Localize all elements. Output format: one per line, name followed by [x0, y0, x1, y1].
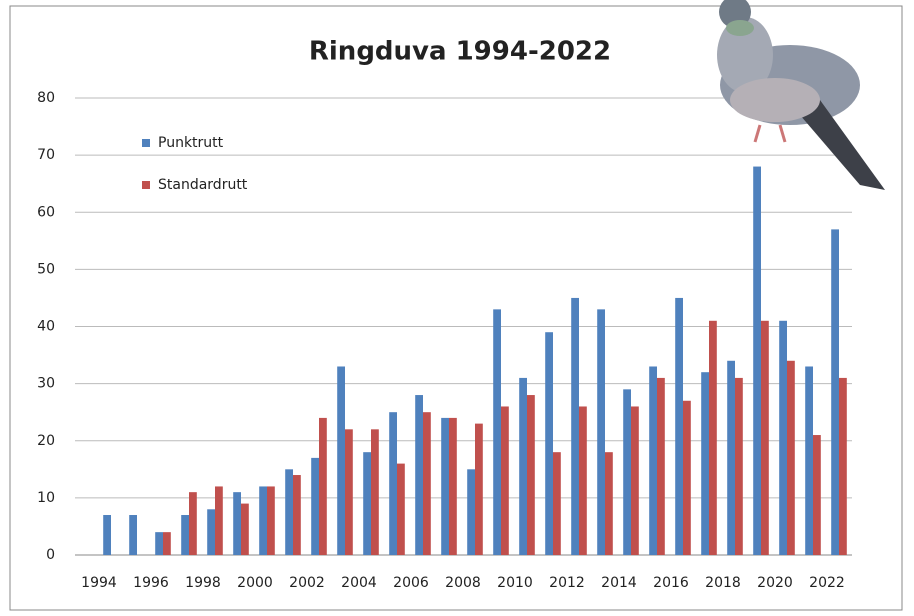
bar: [597, 309, 605, 555]
bar: [571, 297, 579, 555]
x-tick-label: 2012: [549, 575, 585, 591]
bar: [605, 452, 613, 555]
legend-swatch: [142, 181, 150, 189]
bar: [709, 320, 717, 555]
bar: [779, 320, 787, 555]
chart-title: Ringduva 1994-2022: [309, 37, 611, 67]
bar: [285, 469, 293, 555]
bar: [519, 377, 527, 555]
bar: [701, 372, 709, 555]
x-tick-label: 2010: [497, 575, 533, 591]
bar: [181, 515, 189, 555]
x-tick-label: 2018: [705, 575, 741, 591]
legend-label: Punktrutt: [158, 135, 224, 151]
bar: [623, 389, 631, 555]
bar: [813, 435, 821, 555]
x-tick-label: 1996: [133, 575, 169, 591]
bar: [475, 423, 483, 555]
pigeon-photo: [717, 0, 885, 190]
bar: [831, 229, 839, 555]
bar: [163, 532, 171, 555]
legend-swatch: [142, 139, 150, 147]
bar: [449, 417, 457, 555]
legend-label: Standardrutt: [158, 177, 248, 193]
x-tick-label: 2008: [445, 575, 481, 591]
bar: [415, 395, 423, 555]
x-tick-label: 2014: [601, 575, 637, 591]
y-tick-label: 50: [37, 261, 55, 277]
y-tick-label: 10: [37, 490, 55, 506]
bar: [207, 509, 215, 555]
bar: [675, 297, 683, 555]
bar: [389, 412, 397, 555]
bar: [805, 366, 813, 555]
y-tick-label: 60: [37, 204, 55, 220]
bar: [761, 320, 769, 555]
bar: [155, 532, 163, 555]
y-tick-label: 0: [46, 547, 55, 563]
bar: [103, 515, 111, 555]
bar: [233, 492, 241, 555]
x-tick-label: 2006: [393, 575, 429, 591]
x-tick-label: 2002: [289, 575, 325, 591]
bar: [189, 492, 197, 555]
y-tick-label: 80: [37, 90, 55, 106]
bar: [727, 360, 735, 555]
bar: [259, 486, 267, 555]
x-tick-label: 1994: [81, 575, 117, 591]
bar: [527, 395, 535, 555]
bar: [267, 486, 275, 555]
bar: [337, 366, 345, 555]
bar: [545, 332, 553, 555]
bar: [501, 406, 509, 555]
bar: [241, 503, 249, 555]
bar: [579, 406, 587, 555]
y-tick-label: 20: [37, 433, 55, 449]
x-tick-label: 1998: [185, 575, 221, 591]
bar: [493, 309, 501, 555]
bar: [129, 515, 137, 555]
bar: [649, 366, 657, 555]
bar: [215, 486, 223, 555]
bar: [735, 377, 743, 555]
bar: [631, 406, 639, 555]
bar: [787, 360, 795, 555]
y-tick-label: 30: [37, 376, 55, 392]
bar: [657, 377, 665, 555]
bar: [371, 429, 379, 555]
y-tick-label: 70: [37, 147, 55, 163]
bar: [683, 400, 691, 555]
bar: [467, 469, 475, 555]
bar: [311, 457, 319, 555]
bar: [753, 166, 761, 556]
x-tick-label: 2004: [341, 575, 377, 591]
x-tick-label: 2016: [653, 575, 689, 591]
x-tick-label: 2022: [809, 575, 845, 591]
bar: [441, 417, 449, 555]
bar: [397, 463, 405, 555]
bar: [319, 417, 327, 555]
x-tick-label: 2020: [757, 575, 793, 591]
bar: [423, 412, 431, 555]
bar: [553, 452, 561, 555]
bar: [363, 452, 371, 555]
x-tick-label: 2000: [237, 575, 273, 591]
bar: [345, 429, 353, 555]
bar: [839, 377, 847, 555]
bar: [293, 475, 301, 555]
y-tick-label: 40: [37, 319, 55, 335]
